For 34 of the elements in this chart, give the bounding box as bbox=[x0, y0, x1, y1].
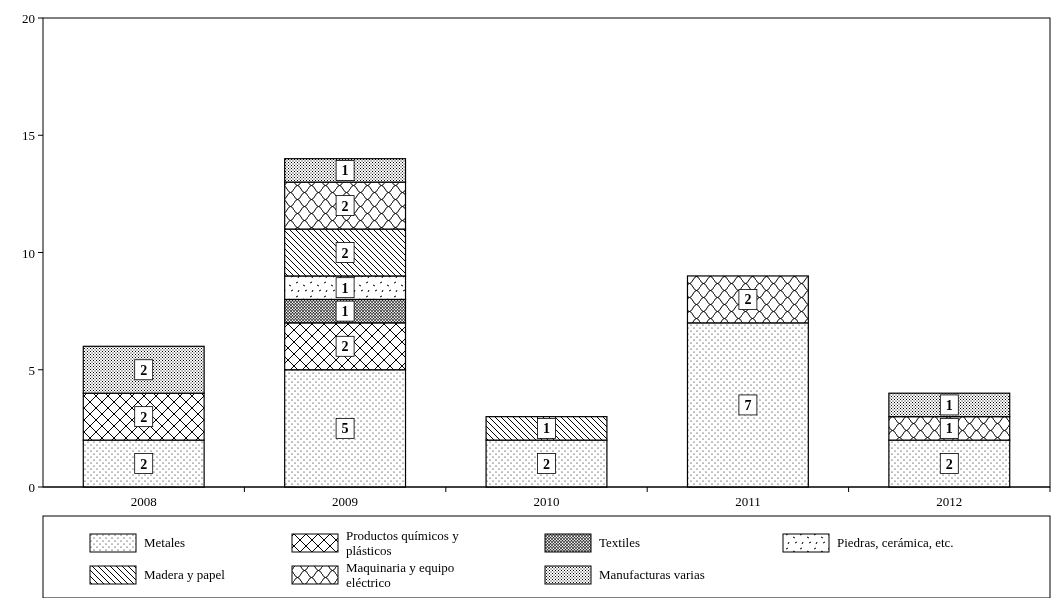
data-label: 1 bbox=[945, 421, 953, 437]
data-label: 2 bbox=[140, 409, 148, 425]
data-label: 2 bbox=[341, 198, 349, 214]
y-tick-label: 0 bbox=[28, 480, 35, 495]
data-label: 1 bbox=[341, 280, 349, 296]
x-tick-label: 2011 bbox=[735, 494, 761, 509]
data-label: 1 bbox=[341, 163, 349, 179]
y-tick-label: 10 bbox=[22, 245, 35, 261]
y-tick-label: 20 bbox=[22, 11, 35, 26]
data-label: 5 bbox=[341, 421, 349, 437]
data-label: 2 bbox=[341, 339, 349, 355]
x-tick-label: 2012 bbox=[936, 494, 963, 509]
data-label: 7 bbox=[744, 397, 752, 413]
x-tick-label: 2009 bbox=[332, 494, 359, 509]
y-tick-label: 15 bbox=[22, 128, 35, 144]
data-label: 2 bbox=[744, 292, 752, 308]
legend-label: Piedras, cerámica, etc. bbox=[837, 535, 954, 550]
x-tick-label: 2008 bbox=[130, 494, 157, 509]
data-label: 2 bbox=[341, 245, 349, 261]
legend-label: Productos químicos y plásticos bbox=[346, 527, 460, 558]
legend-label: Madera y papel bbox=[144, 567, 226, 582]
legend-label: Manufacturas varias bbox=[599, 567, 705, 582]
data-label: 1 bbox=[945, 397, 953, 413]
legend-label: Textiles bbox=[599, 535, 640, 550]
data-label: 2 bbox=[140, 456, 148, 472]
data-label: 2 bbox=[945, 456, 953, 472]
data-label: 2 bbox=[543, 456, 550, 472]
data-label: 1 bbox=[341, 304, 349, 320]
legend-label: Metales bbox=[144, 535, 186, 550]
data-label: 2 bbox=[140, 362, 148, 378]
legend-label: Maquinaria y equipo eléctrico bbox=[346, 559, 455, 590]
data-label: 1 bbox=[543, 421, 550, 437]
x-tick-label: 2010 bbox=[533, 494, 560, 509]
y-tick-label: 5 bbox=[28, 362, 35, 378]
